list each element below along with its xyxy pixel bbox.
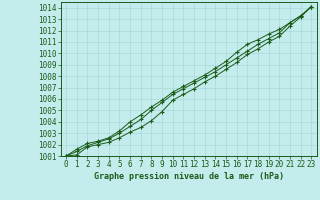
X-axis label: Graphe pression niveau de la mer (hPa): Graphe pression niveau de la mer (hPa) bbox=[94, 172, 284, 181]
